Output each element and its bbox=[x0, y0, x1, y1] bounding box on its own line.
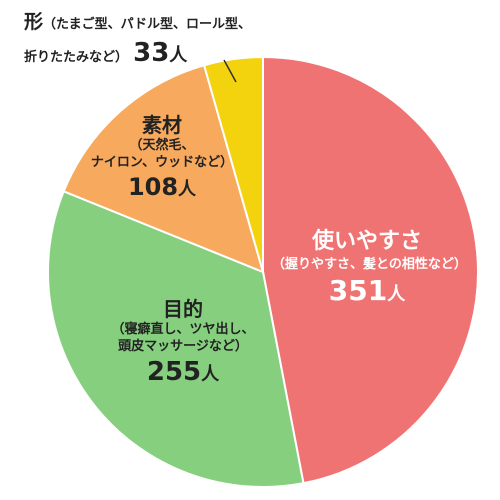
slice-unit-shape: 人 bbox=[169, 44, 188, 66]
slice-value-ease: 351 bbox=[328, 274, 388, 308]
slice-sublabel-purpose-line2: 頭皮マッサージなど） bbox=[118, 338, 248, 354]
pie-slice-shape bbox=[202, 55, 264, 273]
slice-label-ease: 使いやすさ （握りやすさ、髪との相性など） 351人 bbox=[272, 228, 467, 310]
slice-value-material: 108 bbox=[127, 172, 179, 201]
pie-slice-ease bbox=[262, 55, 479, 485]
slice-label-purpose: 目的 （寝癖直し、ツヤ出し、 頭皮マッサージなど） 255人 bbox=[98, 296, 268, 390]
slice-unit-material: 人 bbox=[178, 178, 197, 200]
slice-name-purpose: 目的 bbox=[163, 297, 203, 321]
slice-label-shape: 形（たまご型、パドル型、ロール型、 折りたたみなど） 33人 bbox=[24, 10, 274, 70]
slice-sublabel-shape-line1: （たまご型、パドル型、ロール型、 bbox=[43, 17, 252, 32]
slice-sublabel-purpose-line1: （寝癖直し、ツヤ出し、 bbox=[111, 322, 255, 337]
pie-slice-purpose bbox=[47, 189, 305, 488]
slice-unit-ease: 人 bbox=[387, 284, 406, 306]
slice-sublabel-material-line2: ナイロン、ウッドなど） bbox=[90, 154, 234, 170]
slice-name-material: 素材 bbox=[142, 113, 182, 137]
slice-unit-purpose: 人 bbox=[201, 363, 220, 385]
pie-slices bbox=[47, 55, 479, 488]
slice-sublabel-material-line1: （天然毛、 bbox=[129, 138, 195, 153]
slice-label-shape-line2: 折りたたみなど） 33人 bbox=[24, 37, 274, 71]
slice-name-ease: 使いやすさ bbox=[311, 229, 422, 254]
slice-value-shape: 33 bbox=[133, 37, 170, 68]
slice-name-shape: 形 bbox=[24, 11, 44, 33]
slice-value-purpose: 255 bbox=[146, 356, 202, 387]
slice-label-material: 素材 （天然毛、 ナイロン、ウッドなど） 108人 bbox=[82, 112, 242, 203]
pie-slice-material bbox=[62, 63, 265, 274]
shape-leader-line bbox=[223, 59, 237, 83]
slice-sublabel-shape-line2: 折りたたみなど） bbox=[24, 49, 129, 65]
slice-sublabel-ease: （握りやすさ、髪との相性など） bbox=[272, 256, 467, 272]
